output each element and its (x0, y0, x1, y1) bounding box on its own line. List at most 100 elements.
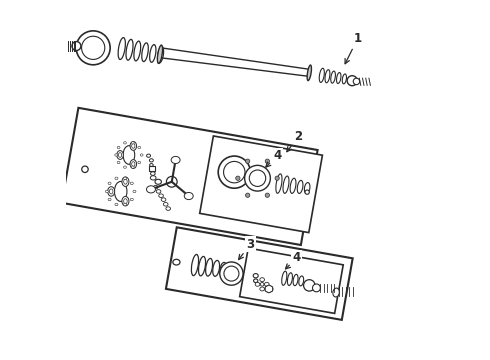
Polygon shape (200, 136, 322, 233)
Ellipse shape (76, 31, 110, 65)
Ellipse shape (325, 70, 330, 83)
Ellipse shape (150, 176, 156, 180)
Ellipse shape (305, 190, 309, 194)
Ellipse shape (333, 288, 340, 297)
Ellipse shape (122, 197, 129, 206)
Ellipse shape (161, 198, 166, 202)
Ellipse shape (150, 172, 155, 175)
Ellipse shape (149, 45, 156, 62)
Ellipse shape (138, 161, 141, 164)
Ellipse shape (123, 166, 126, 168)
Ellipse shape (297, 180, 303, 193)
Ellipse shape (218, 156, 250, 188)
Ellipse shape (276, 174, 282, 193)
Text: 4: 4 (286, 251, 301, 269)
Ellipse shape (131, 142, 134, 144)
Ellipse shape (265, 286, 273, 292)
Ellipse shape (299, 276, 304, 286)
Ellipse shape (158, 46, 164, 63)
Ellipse shape (123, 199, 127, 204)
Ellipse shape (293, 274, 298, 286)
Ellipse shape (134, 41, 141, 61)
Ellipse shape (223, 161, 245, 183)
Ellipse shape (72, 41, 81, 50)
Ellipse shape (275, 176, 279, 180)
Ellipse shape (290, 178, 296, 193)
Ellipse shape (149, 163, 153, 166)
Text: 4: 4 (266, 149, 281, 167)
Ellipse shape (260, 283, 264, 286)
Ellipse shape (304, 183, 310, 194)
Ellipse shape (159, 194, 163, 198)
Ellipse shape (288, 273, 293, 285)
Ellipse shape (245, 159, 250, 163)
Ellipse shape (142, 43, 148, 62)
Polygon shape (166, 227, 353, 320)
Ellipse shape (265, 282, 269, 286)
Ellipse shape (109, 189, 113, 194)
Ellipse shape (118, 37, 125, 59)
Ellipse shape (130, 141, 137, 150)
Ellipse shape (304, 280, 315, 291)
Ellipse shape (347, 76, 357, 86)
Ellipse shape (105, 190, 108, 193)
Ellipse shape (319, 68, 324, 82)
Ellipse shape (117, 161, 120, 164)
Ellipse shape (130, 182, 133, 185)
Ellipse shape (138, 146, 141, 149)
Ellipse shape (163, 203, 168, 206)
Ellipse shape (130, 159, 137, 168)
Text: 1: 1 (345, 32, 362, 64)
Ellipse shape (132, 144, 135, 148)
Ellipse shape (265, 159, 270, 163)
Ellipse shape (307, 65, 312, 81)
Ellipse shape (245, 193, 250, 197)
Ellipse shape (153, 185, 158, 189)
Ellipse shape (220, 262, 226, 276)
Polygon shape (265, 285, 272, 293)
Ellipse shape (331, 71, 336, 83)
Ellipse shape (81, 36, 105, 59)
Ellipse shape (108, 198, 111, 201)
Ellipse shape (115, 154, 118, 156)
Ellipse shape (253, 274, 258, 278)
Text: 3: 3 (239, 238, 254, 260)
Ellipse shape (198, 256, 206, 276)
Ellipse shape (117, 146, 120, 149)
Ellipse shape (140, 154, 143, 156)
Ellipse shape (126, 39, 133, 60)
Ellipse shape (123, 146, 135, 164)
Ellipse shape (265, 193, 270, 197)
Ellipse shape (108, 187, 115, 196)
Ellipse shape (343, 74, 346, 84)
Ellipse shape (123, 203, 126, 206)
Ellipse shape (132, 162, 135, 166)
Ellipse shape (147, 186, 155, 193)
Ellipse shape (236, 176, 240, 180)
Ellipse shape (260, 278, 265, 282)
Ellipse shape (133, 190, 136, 193)
Ellipse shape (166, 207, 171, 210)
Ellipse shape (224, 266, 239, 281)
Ellipse shape (213, 260, 220, 276)
Ellipse shape (123, 142, 126, 144)
Ellipse shape (283, 176, 289, 193)
Ellipse shape (253, 279, 258, 283)
Ellipse shape (130, 198, 133, 201)
Ellipse shape (131, 166, 134, 168)
Ellipse shape (157, 45, 163, 63)
Ellipse shape (353, 78, 360, 85)
Ellipse shape (173, 259, 180, 265)
Ellipse shape (115, 181, 127, 202)
Ellipse shape (245, 165, 270, 191)
Ellipse shape (171, 156, 180, 163)
Ellipse shape (156, 190, 161, 193)
Ellipse shape (206, 258, 213, 276)
Ellipse shape (147, 154, 150, 157)
Ellipse shape (123, 177, 126, 180)
Polygon shape (149, 166, 155, 171)
Ellipse shape (119, 153, 122, 157)
Polygon shape (62, 108, 318, 245)
Polygon shape (240, 248, 343, 314)
Ellipse shape (255, 282, 260, 286)
